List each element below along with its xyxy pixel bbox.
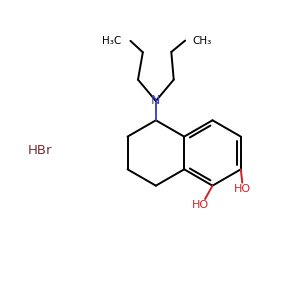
Text: HO: HO bbox=[234, 184, 251, 194]
Text: HBr: HBr bbox=[28, 143, 52, 157]
Text: CH₃: CH₃ bbox=[193, 35, 212, 46]
Text: N: N bbox=[151, 94, 160, 107]
Text: H₃C: H₃C bbox=[102, 36, 122, 46]
Text: HO: HO bbox=[192, 200, 209, 210]
